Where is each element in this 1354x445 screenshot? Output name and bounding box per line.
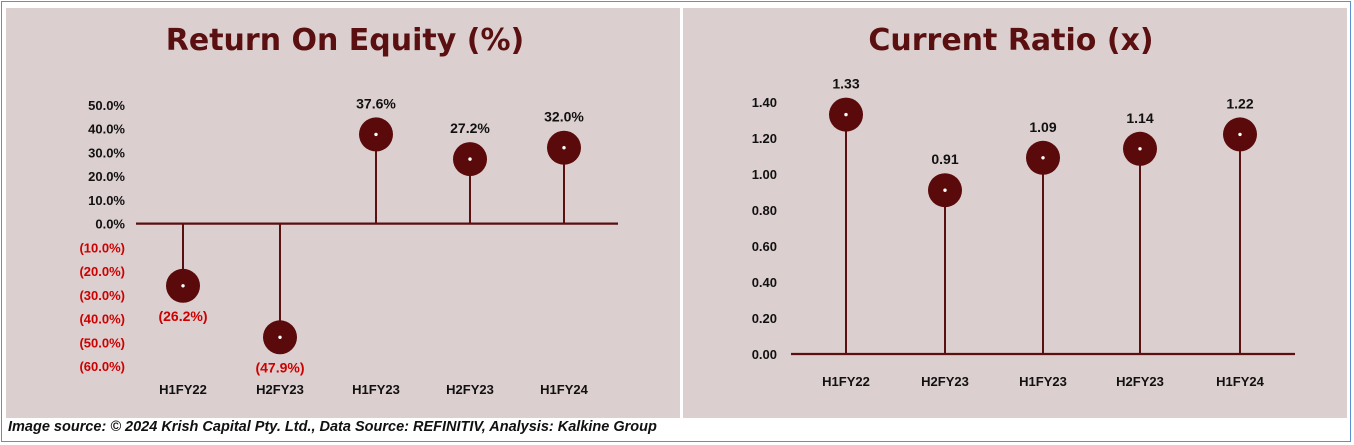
roe-y-tick-label: (50.0%) (79, 335, 125, 350)
current-ratio-category-label: H1FY23 (1019, 374, 1067, 389)
roe-y-tick-label: (10.0%) (79, 240, 125, 255)
current-ratio-marker-center (1138, 147, 1142, 151)
current-ratio-y-tick-label: 0.00 (752, 347, 777, 362)
current-ratio-y-tick-label: 0.60 (752, 239, 777, 254)
current-ratio-category-label: H1FY22 (822, 374, 870, 389)
roe-category-label: H1FY23 (352, 382, 400, 397)
current-ratio-data-label: 1.22 (1226, 95, 1253, 111)
roe-data-label: 32.0% (544, 109, 584, 125)
roe-chart-title: Return On Equity (%) (166, 23, 524, 58)
roe-category-label: H2FY23 (446, 382, 494, 397)
current-ratio-data-label: 1.09 (1029, 119, 1056, 135)
roe-marker-center (468, 157, 472, 161)
current-ratio-y-tick-label: 1.20 (752, 131, 777, 146)
roe-y-tick-label: (20.0%) (79, 264, 125, 279)
roe-y-tick-label: (60.0%) (79, 359, 125, 374)
roe-marker-center (374, 132, 378, 137)
roe-marker-center (278, 335, 282, 339)
current-ratio-marker-center (844, 112, 848, 117)
roe-category-label: H2FY23 (256, 382, 304, 397)
roe-y-tick-label: (40.0%) (79, 312, 125, 327)
current-ratio-data-label: 0.91 (931, 151, 958, 167)
current-ratio-marker-center (1041, 156, 1045, 160)
roe-marker-center (181, 284, 185, 288)
current-ratio-category-label: H2FY23 (1116, 374, 1164, 389)
roe-y-tick-label: 30.0% (88, 145, 125, 160)
image-source-caption: Image source: © 2024 Krish Capital Pty. … (8, 419, 657, 435)
roe-y-tick-label: 0.0% (95, 217, 125, 232)
roe-data-label: 37.6% (356, 95, 396, 111)
roe-y-tick-label: (30.0%) (79, 288, 125, 303)
roe-chart: Return On Equity (%) 50.0% 40.0% 30.0% 20.0… (79, 23, 618, 397)
current-ratio-data-label: 1.14 (1126, 110, 1153, 126)
current-ratio-chart: Current Ratio (x) 1.40 1.20 1.00 0.80 0.60 0.… (752, 23, 1295, 389)
roe-y-tick-label: 50.0% (88, 98, 125, 113)
roe-y-tick-label: 10.0% (88, 193, 125, 208)
roe-y-tick-label: 40.0% (88, 122, 125, 137)
roe-y-tick-label: 20.0% (88, 169, 125, 184)
current-ratio-y-tick-label: 0.80 (752, 203, 777, 218)
roe-marker-center (562, 146, 566, 150)
roe-category-label: H1FY24 (540, 382, 588, 397)
current-ratio-category-label: H2FY23 (921, 374, 969, 389)
current-ratio-y-tick-label: 0.20 (752, 311, 777, 326)
roe-category-label: H1FY22 (159, 382, 207, 397)
roe-chart-panel: Return On Equity (%) 50.0% 40.0% 30.0% 20.0… (6, 8, 680, 418)
current-ratio-y-tick-label: 1.40 (752, 95, 777, 110)
current-ratio-chart-panel: Current Ratio (x) 1.40 1.20 1.00 0.80 0.60 0.… (683, 8, 1347, 418)
current-ratio-chart-title: Current Ratio (x) (868, 23, 1153, 58)
current-ratio-category-label: H1FY24 (1216, 374, 1264, 389)
current-ratio-y-tick-label: 1.00 (752, 167, 777, 182)
roe-data-label: (26.2%) (158, 308, 207, 324)
current-ratio-data-label: 1.33 (832, 76, 859, 92)
current-ratio-marker-center (943, 188, 947, 192)
current-ratio-y-tick-label: 0.40 (752, 275, 777, 290)
roe-data-label: 27.2% (450, 120, 490, 136)
roe-data-label: (47.9%) (255, 359, 304, 375)
current-ratio-marker-center (1238, 132, 1242, 137)
